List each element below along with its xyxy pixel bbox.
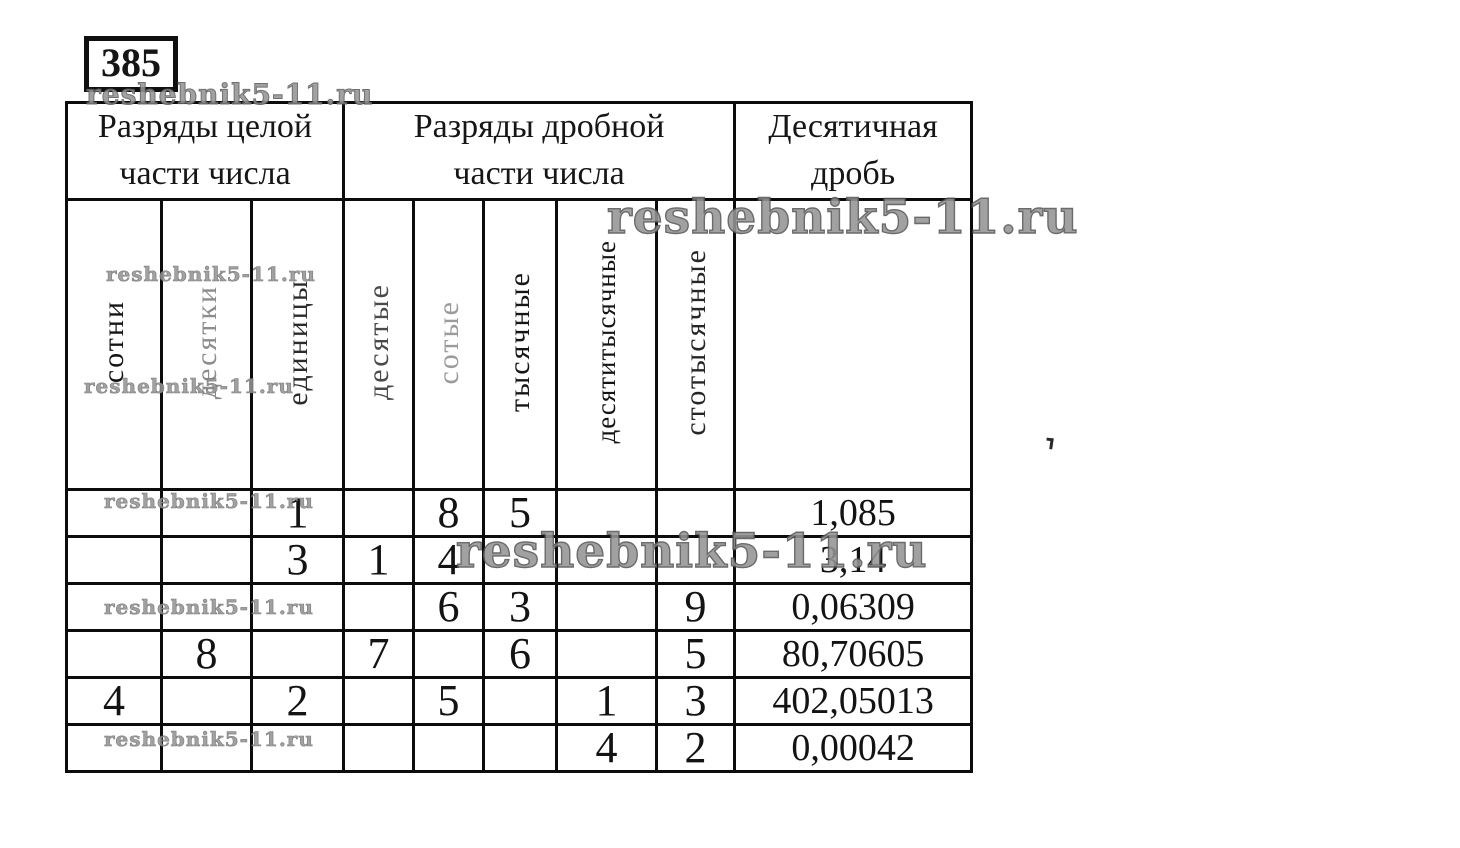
digit-cell (160, 722, 253, 773)
digit-cell: 4 (555, 722, 659, 773)
digit-cell (249, 722, 346, 773)
digit-cell: 3 (249, 534, 346, 585)
decimal-value-cell: 402,05013 (733, 675, 974, 726)
digit-cell (160, 534, 253, 585)
digit-cell: 5 (655, 628, 737, 679)
place-value-table: Разряды целой части числа Разряды дробно… (64, 101, 974, 773)
digit-cell: 9 (655, 581, 737, 632)
decimal-value-cell: 80,70605 (733, 628, 974, 679)
digit-cell: 7 (342, 628, 416, 679)
table-row: 1 8 5 1,085 (65, 487, 974, 538)
column-label-hundredths: сотые (412, 197, 486, 491)
digit-cell (160, 581, 253, 632)
digit-cell (160, 675, 253, 726)
digit-cell (412, 628, 486, 679)
digit-cell: 6 (482, 628, 559, 679)
table-row: 4 2 5 1 3 402,05013 (65, 675, 974, 726)
column-label-units: единицы (249, 197, 346, 491)
digit-cell: 3 (482, 581, 559, 632)
digit-cell: 5 (412, 675, 486, 726)
problem-number-box: 385 (84, 36, 178, 92)
decimal-column-spacer (733, 197, 974, 491)
table-header-groups: Разряды целой части числа Разряды дробно… (64, 101, 974, 201)
digit-cell (65, 628, 163, 679)
digit-cell: 1 (249, 487, 346, 538)
digit-cell: 4 (65, 675, 163, 726)
table-row: 3 1 4 3,14 (65, 534, 974, 585)
digit-cell (342, 675, 416, 726)
digit-cell (65, 487, 163, 538)
digit-cell (482, 722, 559, 773)
table-row: 6 3 9 0,06309 (65, 581, 974, 632)
digit-cell: 2 (249, 675, 346, 726)
digit-cell (655, 534, 737, 585)
digit-cell (555, 534, 659, 585)
digit-cell: 3 (655, 675, 737, 726)
digit-cell (555, 628, 659, 679)
digit-cell: 6 (412, 581, 486, 632)
digit-cell (482, 534, 559, 585)
digit-cell (412, 722, 486, 773)
digit-cell (655, 487, 737, 538)
table-row: 8 7 6 5 80,70605 (65, 628, 974, 679)
decimal-value-cell: 0,00042 (733, 722, 974, 773)
decimal-value-cell: 3,14 (733, 534, 974, 585)
digit-cell (555, 487, 659, 538)
column-label-tens: десятки (160, 197, 253, 491)
digit-cell: 1 (555, 675, 659, 726)
table-column-labels: сотни десятки единицы десятые сотые тыся… (65, 197, 974, 491)
digit-cell (249, 628, 346, 679)
table-row: 4 2 0,00042 (65, 722, 974, 773)
header-fractional-part: Разряды дробной части числа (342, 101, 737, 201)
digit-cell: 8 (412, 487, 486, 538)
digit-cell: 2 (655, 722, 737, 773)
digit-cell (65, 722, 163, 773)
digit-cell (342, 581, 416, 632)
digit-cell (160, 487, 253, 538)
problem-number: 385 (101, 40, 161, 85)
digit-cell (342, 722, 416, 773)
digit-cell: 1 (342, 534, 416, 585)
digit-cell: 4 (412, 534, 486, 585)
column-label-tenths: десятые (342, 197, 416, 491)
header-integer-part: Разряды целой части числа (64, 101, 346, 201)
header-decimal-fraction: Десятичная дробь (733, 101, 974, 201)
digit-cell (482, 675, 559, 726)
column-label-thousandths: тысячные (482, 197, 559, 491)
digit-cell (249, 581, 346, 632)
digit-cell (65, 534, 163, 585)
digit-cell: 5 (482, 487, 559, 538)
column-label-hundred-thousandths: стотысячные (655, 197, 737, 491)
digit-cell (65, 581, 163, 632)
digit-cell: 8 (160, 628, 253, 679)
digit-cell (342, 487, 416, 538)
scan-artifact-speck (1045, 437, 1054, 450)
decimal-value-cell: 1,085 (733, 487, 974, 538)
digit-cell (555, 581, 659, 632)
decimal-value-cell: 0,06309 (733, 581, 974, 632)
column-label-ten-thousandths: десятитысячные (555, 197, 659, 491)
column-label-hundreds: сотни (65, 197, 163, 491)
